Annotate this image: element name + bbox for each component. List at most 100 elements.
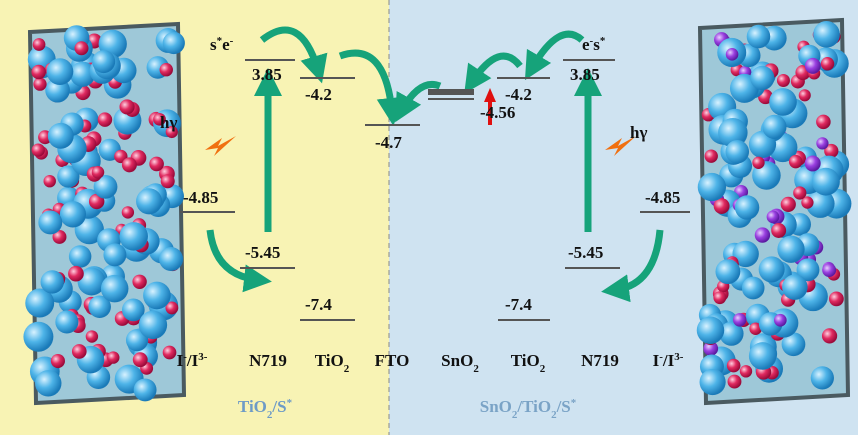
particle: [735, 195, 759, 219]
particle: [749, 342, 777, 370]
sno2-band: [428, 89, 474, 95]
particle: [159, 247, 183, 271]
particle: [812, 168, 840, 196]
particle: [139, 311, 167, 339]
particle: [811, 366, 834, 389]
particle: [762, 115, 786, 139]
text-part: 2: [540, 363, 546, 375]
particle: [92, 50, 115, 73]
text-part: 2: [473, 363, 479, 375]
text-part: 3-: [198, 351, 208, 363]
light-label: hγ: [630, 123, 647, 142]
particle: [48, 123, 74, 149]
particle: [119, 222, 148, 251]
material-label: FTO: [375, 351, 410, 370]
text-part: /S: [271, 397, 286, 416]
text-part: 2: [344, 363, 350, 375]
text-part: hγ: [160, 113, 177, 132]
particle: [822, 263, 836, 277]
particle: [160, 63, 173, 76]
level-label: -5.45: [568, 243, 603, 262]
particle: [33, 38, 46, 51]
particle: [132, 275, 146, 289]
particle: [44, 175, 56, 187]
particle: [816, 115, 831, 130]
level-label: 3.85: [570, 65, 600, 84]
level-label: -4.85: [183, 188, 218, 207]
particle: [700, 369, 726, 395]
particle: [98, 112, 113, 127]
particle: [92, 166, 105, 179]
particle: [55, 310, 78, 333]
light-label: hγ: [160, 113, 177, 132]
text-part: 3-: [674, 351, 684, 363]
particle: [705, 149, 718, 162]
particle: [805, 155, 821, 171]
particle: [69, 245, 92, 268]
particle: [750, 66, 774, 90]
particle: [747, 25, 771, 49]
particle: [769, 88, 797, 116]
particle: [759, 256, 785, 282]
particle: [163, 32, 185, 54]
particle: [163, 346, 177, 360]
particle: [136, 188, 162, 214]
particle: [122, 206, 134, 218]
particle: [161, 174, 175, 188]
particle: [726, 140, 750, 164]
particle: [134, 378, 157, 401]
particle: [713, 291, 726, 304]
text-part: *: [571, 397, 577, 409]
text-part: *: [600, 35, 606, 47]
particle: [816, 137, 828, 149]
particle: [698, 173, 726, 201]
particle: [133, 352, 148, 367]
particle: [727, 359, 741, 373]
particle: [68, 266, 84, 282]
particle: [697, 317, 724, 344]
particle: [35, 370, 61, 396]
particle: [60, 201, 86, 227]
particle: [149, 157, 164, 172]
text-part: -: [230, 35, 234, 47]
particle: [51, 354, 65, 368]
particle: [101, 275, 129, 303]
text-part: FTO: [375, 351, 410, 370]
particle: [793, 186, 806, 199]
particle: [813, 21, 840, 48]
text-part: /S: [556, 397, 571, 416]
level-label: -5.45: [245, 243, 280, 262]
particle: [103, 243, 126, 266]
particle: [38, 211, 62, 235]
level-label: -4.2: [505, 85, 532, 104]
text-part: TiO: [315, 351, 344, 370]
particle: [774, 314, 787, 327]
diagram: 3.85-4.2-4.7-4.85-5.45-7.4-4.56-4.23.85-…: [0, 0, 858, 435]
particle: [767, 211, 780, 224]
text-part: /I: [662, 351, 675, 370]
particle: [143, 282, 171, 310]
particle: [119, 99, 134, 114]
text-part: TiO: [511, 351, 540, 370]
material-label: N719: [249, 351, 287, 370]
text-part: N719: [581, 351, 619, 370]
particle: [829, 292, 844, 307]
particle: [728, 375, 742, 389]
text-part: /I: [186, 351, 199, 370]
text-part: TiO: [238, 397, 267, 416]
particle: [32, 143, 45, 156]
text-part: hγ: [630, 123, 647, 142]
particle: [777, 236, 804, 263]
particle: [726, 48, 739, 61]
material-label: N719: [581, 351, 619, 370]
particle: [789, 155, 802, 168]
text-part: SnO: [441, 351, 473, 370]
text-part: N719: [249, 351, 287, 370]
particle: [86, 330, 98, 342]
particle: [755, 227, 770, 242]
level-label: -7.4: [505, 295, 532, 314]
particle: [781, 197, 796, 212]
level-label: 3.85: [252, 65, 282, 84]
level-label: -4.56: [480, 103, 515, 122]
particle: [122, 157, 137, 172]
